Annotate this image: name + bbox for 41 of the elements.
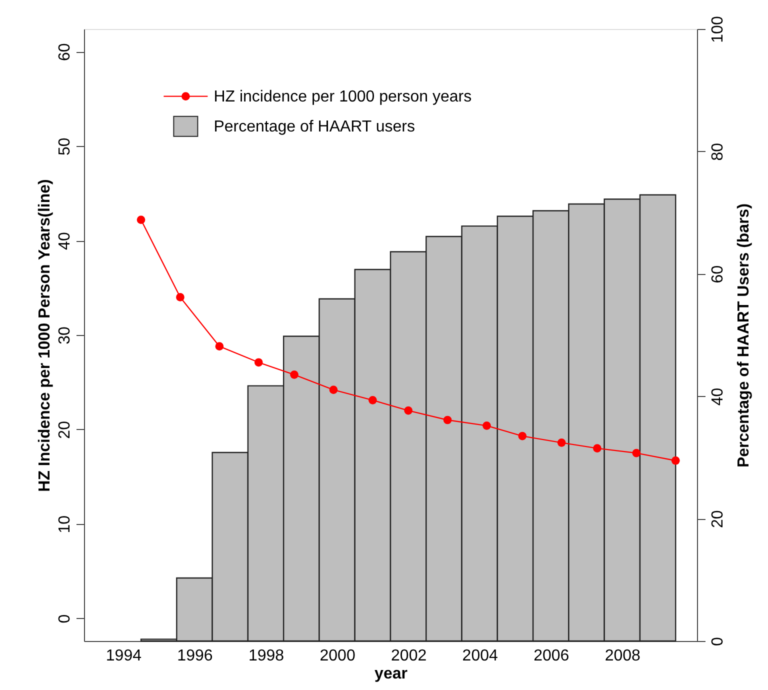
y2-axis-title: Percentage of HAART Users (bars) — [736, 203, 752, 468]
point — [671, 456, 680, 465]
point — [518, 432, 527, 440]
y-tick-label: 40 — [56, 232, 74, 250]
y-tick-label: 50 — [56, 138, 74, 156]
y-tick-label: 0 — [56, 614, 74, 624]
legend-label: Percentage of HAART users — [214, 118, 415, 136]
x-tick-label: 2000 — [320, 648, 356, 664]
x-tick-label: 2006 — [534, 648, 570, 664]
legend-label: HZ incidence per 1000 person years — [214, 88, 472, 106]
x-tick-label: 2002 — [391, 648, 427, 664]
x-tick-label: 2004 — [462, 648, 498, 664]
point — [404, 406, 413, 415]
x-tick-label: 1994 — [106, 648, 142, 664]
point — [482, 421, 491, 430]
point — [557, 438, 566, 447]
point — [329, 386, 338, 394]
x-tick-label: 2008 — [604, 648, 641, 664]
y2-tick-label: 60 — [710, 265, 726, 284]
point — [593, 444, 602, 453]
y-tick-label: 60 — [56, 43, 74, 62]
point — [443, 416, 452, 424]
point — [368, 396, 377, 404]
y2-tick-label: 0 — [710, 636, 726, 646]
y-axis-title: HZ Incidence per 1000 Person Years(line) — [36, 179, 54, 492]
x-axis-title: year — [374, 666, 408, 682]
x-tick-label: 1996 — [177, 648, 213, 664]
point — [632, 448, 641, 458]
y-tick-label: 30 — [56, 326, 74, 344]
y-tick-label: 20 — [56, 420, 74, 439]
y2-tick-label: 20 — [710, 510, 726, 528]
point — [254, 358, 263, 367]
point — [290, 370, 298, 379]
y2-tick-label: 40 — [710, 388, 726, 406]
point — [215, 342, 224, 351]
y2-tick-label: 100 — [710, 16, 726, 43]
y-tick-label: 10 — [56, 515, 74, 534]
x-tick-label: 1998 — [248, 648, 284, 664]
point — [176, 293, 184, 302]
point — [136, 216, 146, 224]
y2-tick-label: 80 — [710, 142, 726, 161]
